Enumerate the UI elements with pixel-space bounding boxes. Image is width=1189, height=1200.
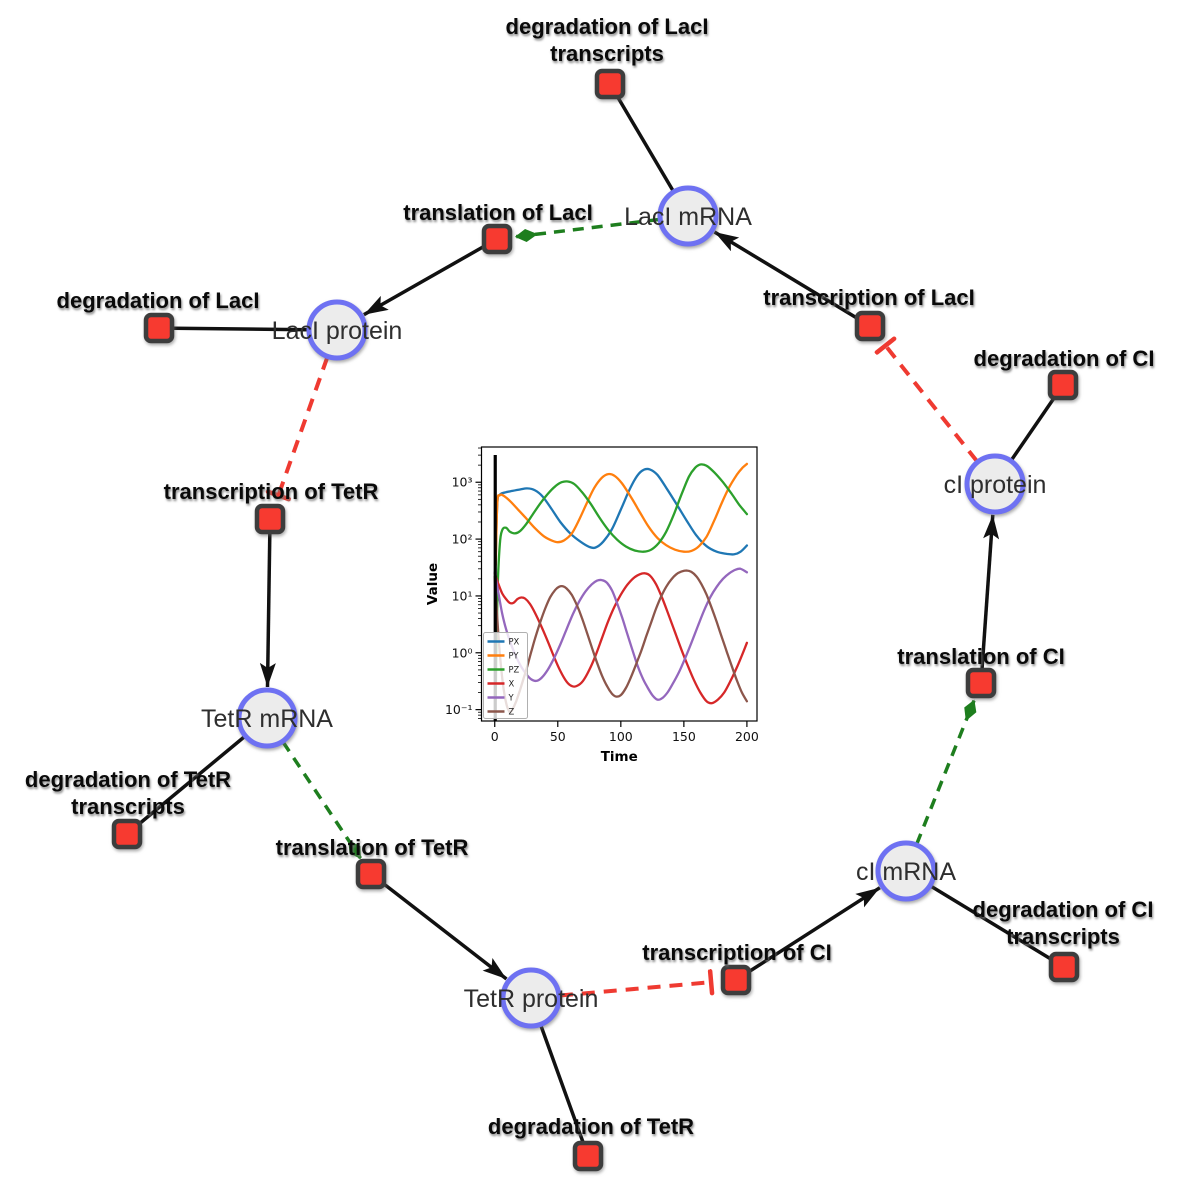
reaction-node-txn_cI[interactable] bbox=[720, 964, 752, 996]
series-line-PY bbox=[494, 462, 749, 567]
edge-production-txn_cI-to-cI_mRNA bbox=[747, 886, 881, 974]
y-tick-label: 10¹ bbox=[452, 588, 473, 603]
plot-frame bbox=[480, 446, 758, 722]
time-course-plot: 10⁻¹ 10⁰ 10¹ 10² 10³ 0 50 100 150 200 Time Value PX P… bbox=[425, 446, 759, 765]
species-label-cI_mRNA: cI mRNA bbox=[856, 858, 956, 886]
species-label-cI_protein: cI protein bbox=[944, 471, 1047, 499]
legend-label-Z: Z bbox=[509, 707, 515, 717]
reaction-label-deg_tetR: degradation of TetR bbox=[488, 1114, 694, 1139]
reaction-label-tln_cI: translation of CI bbox=[897, 644, 1064, 669]
edge-inhibition-lacI_protein-to-txn_tetR bbox=[278, 356, 330, 495]
species-label-lacI_mRNA: LacI mRNA bbox=[624, 203, 752, 231]
y-tick-label: 10³ bbox=[452, 475, 473, 490]
edge-modifier-tetR_mRNA-to-tln_tetR bbox=[281, 741, 362, 860]
series-line-PZ bbox=[494, 463, 749, 701]
series-line-Z bbox=[493, 569, 749, 714]
x-tick-label: 150 bbox=[672, 729, 696, 744]
edges-layer bbox=[137, 96, 1056, 1143]
series-line-PX bbox=[494, 467, 749, 560]
species-node-tetR_protein[interactable] bbox=[500, 967, 562, 1029]
legend-label-PX: PX bbox=[509, 637, 520, 647]
species-node-tetR_mRNA[interactable] bbox=[236, 687, 298, 749]
labels-layer: LacI mRNA LacI protein cI protein TetR mRNA… bbox=[25, 14, 1155, 1139]
series-line-X bbox=[493, 572, 749, 705]
reaction-node-tln_cI[interactable] bbox=[965, 667, 997, 699]
edge-inhibition-tetR_protein-to-txn_cI bbox=[559, 982, 711, 998]
edge-modifier-cI_mRNA-to-tln_cI bbox=[915, 699, 977, 845]
x-tick-label: 200 bbox=[735, 729, 759, 744]
nodes-layer bbox=[111, 68, 1080, 1172]
reaction-node-txn_lacI[interactable] bbox=[854, 310, 886, 342]
reaction-label-txn_cI: transcription of CI bbox=[642, 940, 831, 965]
species-node-cI_mRNA[interactable] bbox=[875, 840, 937, 902]
reaction-label-tln_lacI: translation of LacI bbox=[403, 200, 592, 225]
reaction-label-deg_cI: degradation of CI bbox=[974, 346, 1155, 371]
reaction-label-txn_lacI: transcription of LacI bbox=[763, 285, 974, 310]
species-node-cI_protein[interactable] bbox=[964, 453, 1026, 515]
reaction-node-tln_lacI[interactable] bbox=[481, 223, 513, 255]
edge-consumption-cI_protein-to-deg_cI bbox=[1009, 396, 1056, 462]
reaction-label-deg_lacI_tx: degradation of LacI transcripts bbox=[506, 14, 709, 66]
legend-label-PZ: PZ bbox=[509, 665, 520, 675]
species-label-lacI_protein: LacI protein bbox=[272, 317, 403, 345]
y-tick-label: 10² bbox=[452, 532, 473, 547]
species-label-tetR_protein: TetR protein bbox=[464, 985, 599, 1013]
edge-production-tln_cI-to-cI_protein bbox=[980, 514, 1000, 669]
reaction-label-tln_tetR: translation of TetR bbox=[276, 835, 469, 860]
species-label-tetR_mRNA: TetR mRNA bbox=[201, 705, 333, 733]
y-tick-label: 10⁰ bbox=[452, 645, 473, 660]
reaction-node-deg_tetR_tx[interactable] bbox=[111, 818, 143, 850]
edge-consumption-lacI_protein-to-deg_lacI bbox=[173, 326, 309, 332]
x-tick-label: 50 bbox=[550, 729, 566, 744]
edge-consumption-tetR_mRNA-to-deg_tetR_tx bbox=[137, 735, 246, 826]
legend-label-PY: PY bbox=[509, 651, 520, 661]
edge-modifier-lacI_mRNA-to-tln_lacI bbox=[514, 217, 660, 242]
x-tick-label: 100 bbox=[609, 729, 633, 744]
reaction-node-deg_cI_tx[interactable] bbox=[1048, 951, 1080, 983]
reaction-node-txn_tetR[interactable] bbox=[254, 503, 286, 535]
legend-label-Y: Y bbox=[508, 693, 515, 703]
x-axis-label: Time bbox=[601, 749, 638, 765]
y-tick-label: 10⁻¹ bbox=[445, 702, 473, 717]
reaction-label-deg_cI_tx: degradation of CI transcripts bbox=[973, 897, 1154, 949]
reaction-label-deg_tetR_tx: degradation of TetR transcripts bbox=[25, 767, 231, 819]
reaction-node-tln_tetR[interactable] bbox=[355, 858, 387, 890]
reaction-node-deg_lacI[interactable] bbox=[143, 312, 175, 344]
y-axis-label: Value bbox=[425, 563, 441, 605]
reaction-node-deg_tetR[interactable] bbox=[572, 1140, 604, 1172]
edge-inhibition-cI_protein-to-txn_lacI bbox=[886, 346, 979, 463]
legend-box bbox=[483, 632, 528, 719]
edge-production-tln_tetR-to-tetR_protein bbox=[381, 881, 508, 981]
edge-consumption-lacI_mRNA-to-deg_lacI_tx bbox=[616, 96, 675, 192]
edge-consumption-tetR_protein-to-deg_tetR bbox=[539, 1024, 585, 1143]
reaction-node-deg_lacI_tx[interactable] bbox=[594, 68, 626, 100]
legend-label-X: X bbox=[509, 679, 515, 689]
reaction-label-txn_tetR: transcription of TetR bbox=[164, 479, 379, 504]
edge-production-txn_tetR-to-tetR_mRNA bbox=[259, 533, 276, 688]
edge-production-tln_lacI-to-lacI_protein bbox=[363, 244, 485, 317]
edge-consumption-cI_mRNA-to-deg_cI_tx bbox=[929, 884, 1053, 961]
x-tick-label: 0 bbox=[491, 729, 499, 744]
reaction-node-deg_cI[interactable] bbox=[1047, 369, 1079, 401]
series-line-Y bbox=[493, 567, 749, 701]
species-node-lacI_mRNA[interactable] bbox=[657, 185, 719, 247]
species-node-lacI_protein[interactable] bbox=[306, 299, 368, 361]
reaction-label-deg_lacI: degradation of LacI bbox=[57, 288, 260, 313]
edge-production-txn_lacI-to-lacI_mRNA bbox=[713, 230, 859, 320]
